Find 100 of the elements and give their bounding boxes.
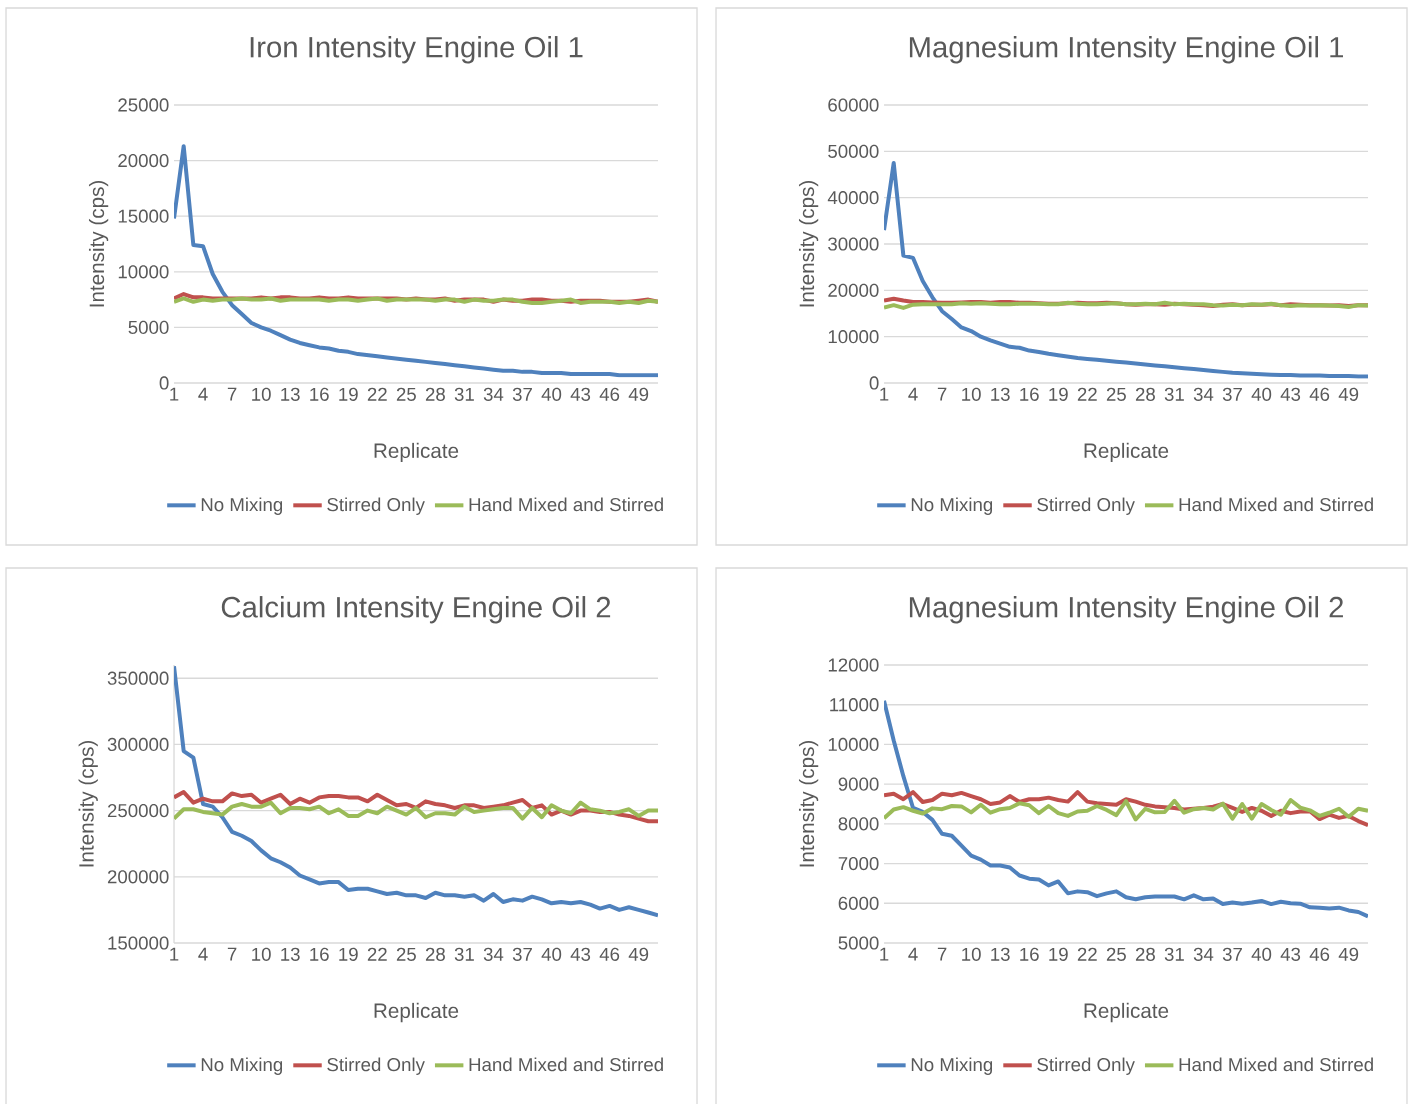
x-tick-label: 31 [1164, 947, 1184, 961]
x-tick-label: 7 [937, 947, 947, 961]
y-tick-label: 20000 [828, 283, 879, 297]
chart-title: Calcium Intensity Engine Oil 2 [221, 596, 611, 624]
x-tick-label: 43 [1280, 947, 1301, 961]
legend-label: Stirred Only [327, 1057, 425, 1075]
x-tick-label: 25 [396, 387, 416, 401]
legend-label: No Mixing [201, 1057, 283, 1075]
y-tick-label: 10000 [118, 265, 169, 279]
x-tick-label: 25 [1106, 947, 1126, 961]
x-tick-label: 1 [170, 947, 179, 961]
y-tick-label: 0 [869, 376, 879, 390]
y-tick-label: 12000 [828, 658, 879, 672]
x-tick-label: 43 [1280, 387, 1301, 401]
legend-label: No Mixing [911, 497, 993, 515]
x-tick-label: 49 [628, 387, 649, 401]
x-tick-label: 13 [281, 387, 300, 401]
x-tick-label: 34 [483, 947, 504, 961]
x-tick-label: 46 [1309, 387, 1330, 401]
x-tick-label: 4 [908, 387, 918, 401]
x-tick-label: 1 [170, 387, 179, 401]
x-tick-label: 31 [1164, 387, 1184, 401]
legend-label: Hand Mixed and Stirred [469, 497, 663, 512]
y-tick-label: 30000 [828, 237, 879, 251]
y-tick-label: 5000 [838, 936, 879, 950]
legend-label: Hand Mixed and Stirred [1179, 497, 1373, 512]
x-tick-label: 28 [1135, 947, 1155, 961]
y-tick-label: 6000 [838, 896, 879, 910]
chart-title: Magnesium Intensity Engine Oil 1 [909, 36, 1343, 64]
y-tick-label: 5000 [128, 320, 169, 335]
x-tick-label: 10 [962, 387, 981, 401]
x-tick-label: 31 [454, 387, 474, 401]
y-tick-label: 350000 [107, 671, 169, 685]
x-tick-label: 1 [880, 947, 889, 961]
y-tick-label: 40000 [827, 191, 879, 205]
x-tick-label: 16 [310, 387, 329, 401]
x-tick-label: 49 [628, 947, 649, 961]
x-tick-label: 40 [541, 387, 562, 401]
line-series [174, 665, 659, 918]
x-tick-label: 4 [198, 947, 208, 961]
x-tick-label: 22 [1077, 947, 1097, 961]
y-tick-label: 15000 [118, 209, 169, 223]
legend-label: Stirred Only [327, 497, 425, 515]
x-tick-label: 40 [1251, 947, 1272, 961]
x-tick-label: 19 [339, 947, 358, 961]
legend-label: No Mixing [911, 1057, 993, 1075]
x-tick-label: 16 [310, 947, 329, 961]
x-tick-label: 28 [425, 387, 445, 401]
x-tick-label: 1 [880, 387, 889, 401]
x-tick-label: 7 [937, 387, 947, 401]
x-tick-label: 19 [1049, 947, 1068, 961]
y-tick-label: 250000 [107, 804, 169, 818]
x-tick-label: 7 [227, 947, 237, 961]
x-tick-label: 13 [991, 947, 1010, 961]
x-tick-label: 4 [908, 947, 918, 961]
x-tick-label: 10 [252, 387, 271, 401]
x-tick-label: 46 [599, 387, 620, 401]
x-tick-label: 25 [1106, 387, 1126, 401]
x-tick-label: 37 [512, 387, 532, 401]
y-tick-label: 7000 [838, 856, 879, 871]
y-tick-label: 200000 [107, 870, 169, 884]
line-series [174, 800, 659, 821]
chart-title: Magnesium Intensity Engine Oil 2 [909, 596, 1343, 624]
x-tick-label: 28 [425, 947, 445, 961]
legend-label: Stirred Only [1037, 497, 1135, 515]
x-tick-label: 16 [1020, 947, 1039, 961]
x-axis-title: Replicate [1084, 1002, 1169, 1023]
y-axis-title: Intensity (cps) [78, 740, 98, 867]
x-tick-label: 10 [962, 947, 981, 961]
x-tick-label: 13 [991, 387, 1010, 401]
y-tick-label: 60000 [828, 98, 879, 112]
x-tick-label: 34 [1193, 947, 1214, 961]
x-tick-label: 22 [1077, 387, 1097, 401]
x-tick-label: 49 [1338, 387, 1359, 401]
x-tick-label: 37 [512, 947, 532, 961]
x-tick-label: 7 [227, 387, 237, 401]
x-tick-label: 19 [339, 387, 358, 401]
x-tick-label: 40 [1251, 387, 1272, 401]
x-tick-label: 37 [1222, 947, 1242, 961]
y-tick-label: 25000 [118, 98, 169, 112]
legend-label: Stirred Only [1037, 1057, 1135, 1075]
x-tick-label: 49 [1338, 947, 1359, 961]
legend-label: Hand Mixed and Stirred [469, 1057, 663, 1072]
x-tick-label: 40 [541, 947, 562, 961]
x-tick-label: 43 [570, 387, 591, 401]
x-tick-label: 22 [367, 387, 387, 401]
x-tick-label: 46 [599, 947, 620, 961]
x-tick-label: 4 [198, 387, 208, 401]
x-tick-label: 16 [1020, 387, 1039, 401]
x-tick-label: 13 [281, 947, 300, 961]
x-tick-label: 43 [570, 947, 591, 961]
x-tick-label: 31 [454, 947, 474, 961]
x-axis-title: Replicate [374, 442, 459, 463]
y-axis-title: Intensity (cps) [798, 740, 819, 867]
y-tick-label: 20000 [118, 153, 169, 168]
y-axis-title: Intensity (cps) [88, 180, 109, 307]
x-tick-label: 10 [252, 947, 271, 961]
y-tick-label: 150000 [108, 936, 169, 950]
y-axis-title: Intensity (cps) [798, 180, 819, 307]
x-tick-label: 46 [1309, 947, 1330, 961]
